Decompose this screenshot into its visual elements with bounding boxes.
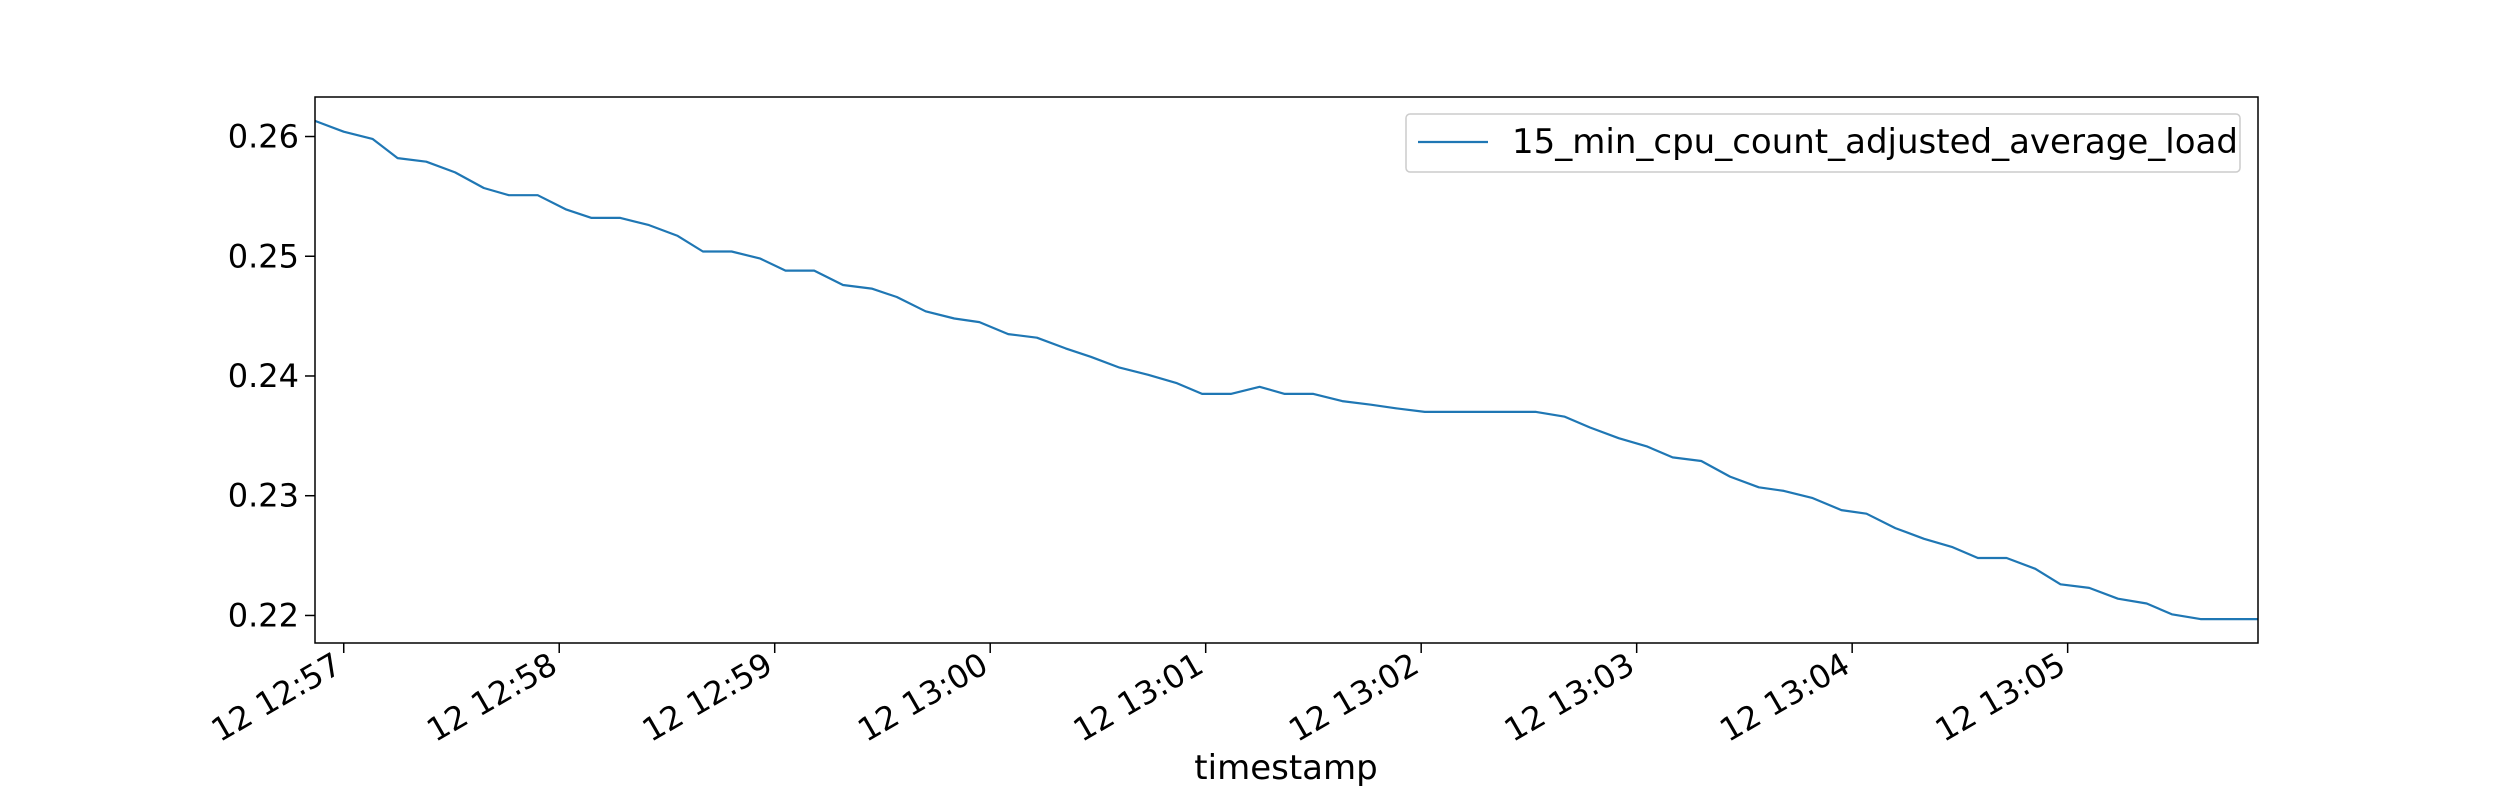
x-tick-label: 12 13:05 bbox=[1929, 645, 2072, 749]
plot-frame bbox=[314, 96, 2259, 644]
x-tick-label: 12 12:58 bbox=[420, 645, 563, 749]
legend-box bbox=[1405, 113, 2241, 173]
series-line bbox=[314, 119, 2258, 621]
x-tick-label: 12 13:03 bbox=[1498, 645, 1641, 749]
y-tick-label: 0.22 bbox=[228, 596, 299, 634]
y-tick-label: 0.25 bbox=[228, 237, 299, 275]
x-tick-label: 12 12:57 bbox=[205, 645, 348, 749]
x-tick-label: 12 13:01 bbox=[1067, 645, 1210, 749]
y-axis-ticks: 0.22 0.23 0.24 0.25 0.26 bbox=[228, 118, 315, 634]
x-axis-ticks: 12 12:57 12 12:58 12 12:59 12 13:00 12 13:01… bbox=[205, 643, 2072, 749]
x-tick-label: 12 13:02 bbox=[1282, 645, 1425, 749]
legend: 15_min_cpu_count_adjusted_average_load bbox=[1405, 113, 2241, 173]
x-tick-label: 12 13:04 bbox=[1713, 645, 1856, 749]
y-tick-label: 0.26 bbox=[228, 118, 299, 156]
legend-label: 15_min_cpu_count_adjusted_average_load bbox=[1512, 122, 2238, 162]
plot-background bbox=[315, 97, 2258, 643]
y-tick-label: 0.24 bbox=[228, 357, 299, 395]
x-tick-label: 12 13:00 bbox=[851, 645, 994, 749]
y-tick-label: 0.23 bbox=[228, 477, 299, 515]
x-axis-label: timestamp bbox=[1194, 748, 1377, 788]
x-tick-label: 12 12:59 bbox=[636, 645, 779, 749]
